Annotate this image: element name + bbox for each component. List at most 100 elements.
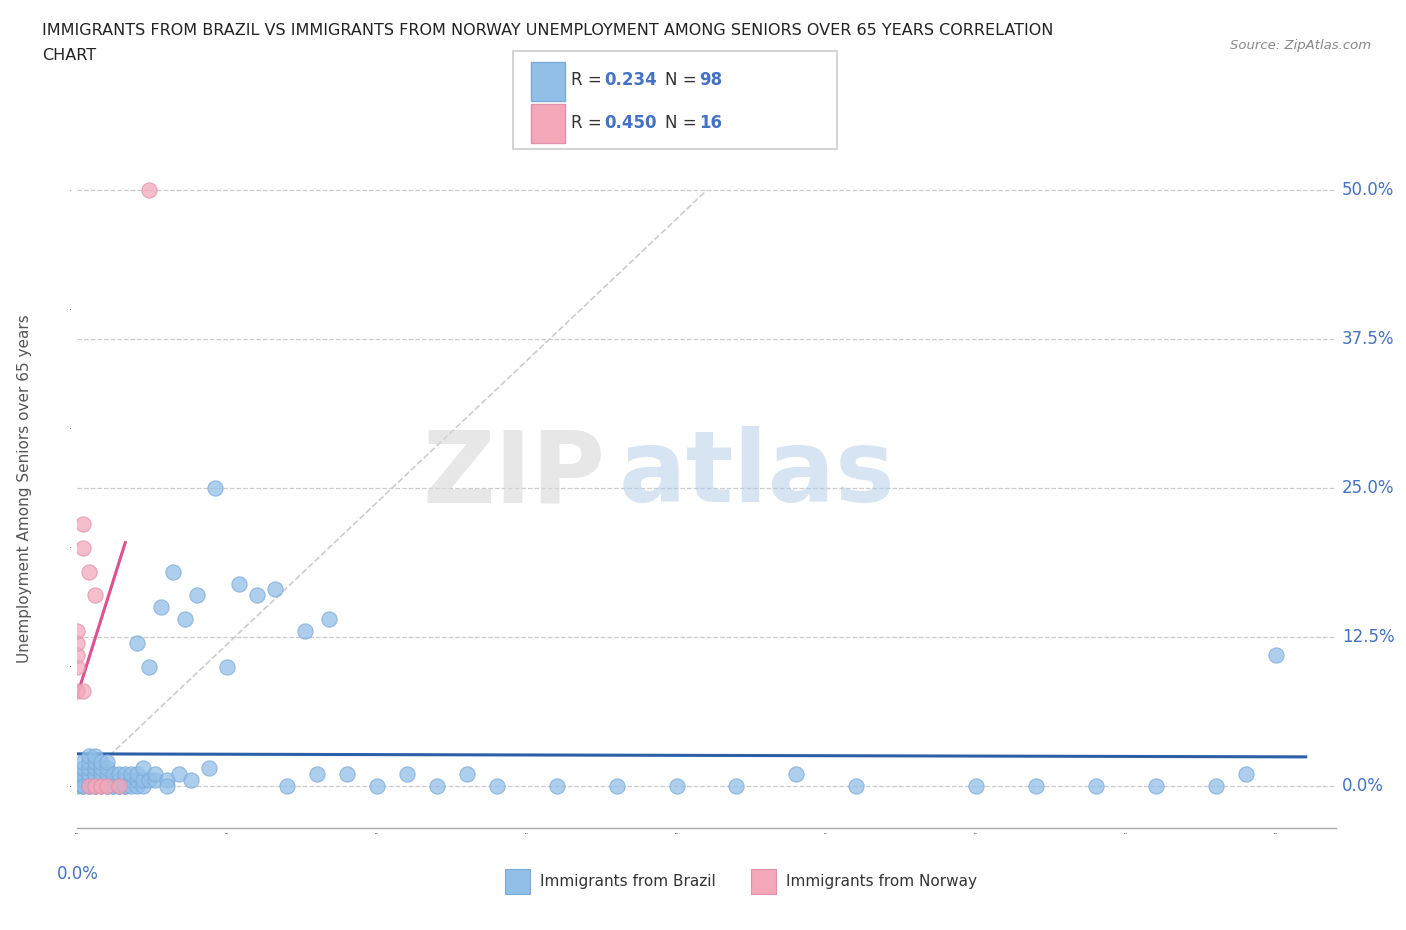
Point [90, 755, 112, 770]
Point [108, 778, 131, 793]
Point [1144, 778, 1167, 793]
Point [84, 755, 107, 770]
Point [96, 766, 118, 781]
Point [138, 183, 160, 198]
Point [108, 766, 131, 781]
Point [66, 647, 89, 662]
Point [456, 766, 478, 781]
Point [725, 778, 748, 793]
Point [395, 766, 418, 781]
Point [79, 773, 101, 788]
Text: 37.5%: 37.5% [1341, 330, 1395, 349]
Point [305, 766, 328, 781]
Point [120, 766, 142, 781]
Point [606, 778, 628, 793]
Point [174, 612, 197, 627]
Text: R =: R = [571, 113, 607, 132]
Point [114, 773, 136, 788]
Point [84, 588, 107, 603]
Point [90, 773, 112, 788]
Text: 0.0%: 0.0% [56, 865, 98, 884]
Point [1025, 778, 1047, 793]
Point [90, 761, 112, 776]
Point [336, 766, 359, 781]
Text: Unemployment Among Seniors over 65 years: Unemployment Among Seniors over 65 years [17, 314, 32, 662]
Point [72, 773, 94, 788]
Point [108, 778, 131, 793]
Point [72, 778, 94, 793]
Point [79, 766, 101, 781]
Point [276, 778, 298, 793]
Point [84, 766, 107, 781]
Point [156, 778, 179, 793]
Point [84, 778, 107, 793]
Point [108, 773, 131, 788]
Point [186, 588, 208, 603]
Point [127, 778, 149, 793]
Point [84, 769, 107, 784]
Point [79, 761, 101, 776]
Point [79, 755, 101, 770]
Point [84, 749, 107, 764]
Point [72, 755, 94, 770]
Text: Immigrants from Brazil: Immigrants from Brazil [540, 873, 716, 889]
Point [180, 773, 202, 788]
Point [485, 778, 508, 793]
Point [103, 778, 125, 793]
Point [132, 773, 155, 788]
Text: 16: 16 [699, 113, 721, 132]
Point [228, 576, 250, 591]
Point [114, 766, 136, 781]
Point [132, 761, 155, 776]
Point [366, 778, 388, 793]
Point [246, 588, 269, 603]
Point [84, 778, 107, 793]
Point [965, 778, 987, 793]
Text: IMMIGRANTS FROM BRAZIL VS IMMIGRANTS FROM NORWAY UNEMPLOYMENT AMONG SENIORS OVER: IMMIGRANTS FROM BRAZIL VS IMMIGRANTS FRO… [42, 23, 1053, 38]
Point [138, 773, 160, 788]
Point [66, 684, 89, 698]
Text: 0.0%: 0.0% [1341, 777, 1384, 795]
Text: N =: N = [665, 72, 702, 89]
Point [318, 612, 340, 627]
Point [426, 778, 449, 793]
Point [66, 778, 89, 793]
Point [114, 778, 136, 793]
Text: R =: R = [571, 72, 607, 89]
Point [546, 778, 568, 793]
Point [96, 778, 118, 793]
Text: 25.0%: 25.0% [1341, 479, 1395, 498]
Point [162, 565, 184, 579]
Point [79, 749, 101, 764]
Point [665, 778, 688, 793]
Text: Immigrants from Norway: Immigrants from Norway [786, 873, 977, 889]
Text: 0.234: 0.234 [605, 72, 658, 89]
Point [72, 778, 94, 793]
Point [79, 778, 101, 793]
Point [785, 766, 807, 781]
Point [127, 773, 149, 788]
Point [90, 778, 112, 793]
Text: CHART: CHART [42, 48, 96, 63]
Point [72, 761, 94, 776]
Point [845, 778, 868, 793]
Point [120, 773, 142, 788]
Point [96, 761, 118, 776]
Text: 0.450: 0.450 [605, 113, 657, 132]
Point [66, 773, 89, 788]
Point [96, 773, 118, 788]
Point [127, 635, 149, 650]
Point [167, 766, 190, 781]
Text: atlas: atlas [619, 426, 896, 524]
Point [72, 684, 94, 698]
Point [114, 778, 136, 793]
Point [72, 766, 94, 781]
Point [96, 755, 118, 770]
Point [156, 773, 179, 788]
Point [204, 481, 226, 496]
Text: N =: N = [665, 113, 702, 132]
Point [66, 766, 89, 781]
Point [84, 778, 107, 793]
Point [143, 773, 166, 788]
Point [143, 766, 166, 781]
